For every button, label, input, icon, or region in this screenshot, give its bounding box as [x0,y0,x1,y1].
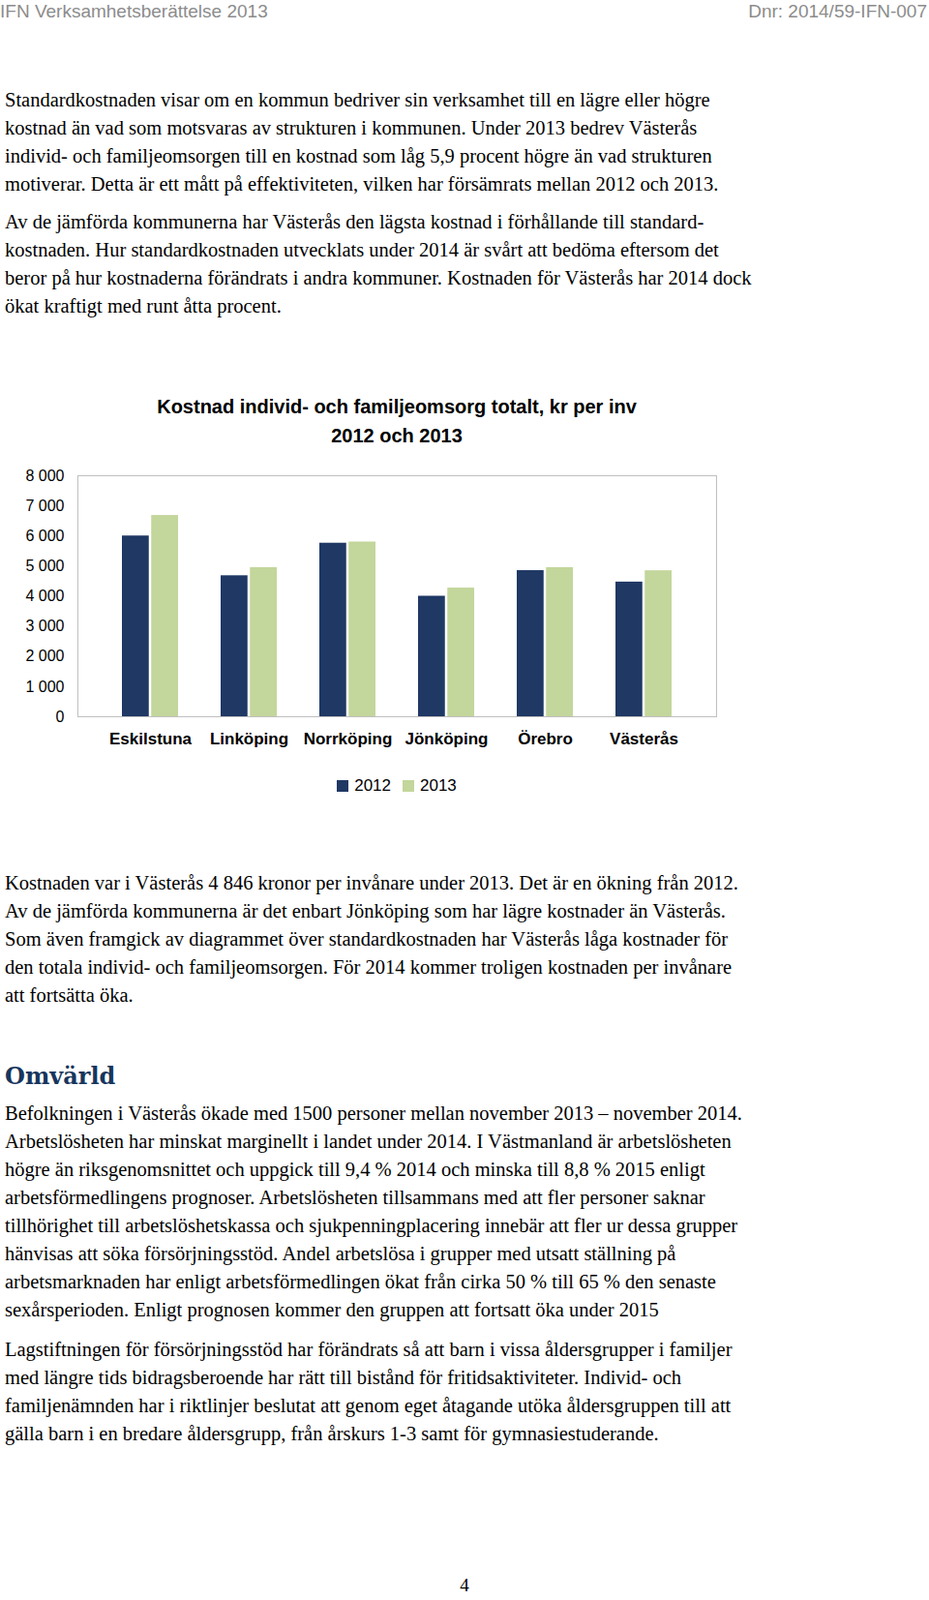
html-text:sexårsperioden. Enligt prognos: sexårsperioden. Enligt prognosen kommer … [4,1298,659,1320]
html-text:IFN Verksamhetsberättelse 2013: IFN Verksamhetsberättelse 2013 [0,0,268,22]
svg-text:2 000: 2 000 [25,647,64,664]
html-text:Befolkningen i Västerås ökade: Befolkningen i Västerås ökade med 1500 p… [4,1102,743,1124]
svg-text:8 000: 8 000 [25,467,64,484]
svg-text:Västerås: Västerås [609,729,679,749]
html-text:Standardkostnaden visar om en: Standardkostnaden visar om en kommun bed… [4,89,711,111]
svg-text:5 000: 5 000 [25,557,64,574]
svg-text:0: 0 [56,708,65,725]
html-text:gälla barn i en bredare ålders: gälla barn i en bredare åldersgrupp, frå… [4,1422,659,1444]
html-text:ökat kraftigt med runt åtta pr: ökat kraftigt med runt åtta procent. [4,295,282,317]
html-text:2012: 2012 [354,776,391,795]
html-text:4: 4 [459,1574,470,1595]
html-text:högre än riksgenomsnittet och: högre än riksgenomsnittet och uppgick ti… [4,1158,706,1180]
svg-text:Norrköping: Norrköping [303,729,393,749]
html-text:Av de jämförda kommunerna har: Av de jämförda kommunerna har Västerås d… [4,210,704,233]
html-text:Kostnad individ- och familjeom: Kostnad individ- och familjeomsorg total… [156,395,637,418]
svg-text:7 000: 7 000 [25,497,64,514]
html-text:Kostnaden var i Västerås 4 846: Kostnaden var i Västerås 4 846 kronor pe… [4,871,739,894]
html-text:kostnaden. Hur standardkostnad: kostnaden. Hur standardkostnaden utveckl… [4,239,719,261]
svg-text:Linköping: Linköping [209,729,289,749]
html-text:Som även framgick av diagramme: Som även framgick av diagrammet över sta… [4,928,728,950]
html-text:kostnad än vad som motsvaras a: kostnad än vad som motsvaras av struktur… [4,117,698,139]
html-text:Arbetslösheten har minskat mar: Arbetslösheten har minskat marginellt i … [4,1130,732,1152]
html-text:arbetsförmedlingens prognoser.: arbetsförmedlingens prognoser. Arbetslös… [4,1186,706,1208]
html-text:arbetsmarknaden har enligt arb: arbetsmarknaden har enligt arbetsförmedl… [4,1270,717,1292]
html-text:Dnr: 2014/59-IFN-007: Dnr: 2014/59-IFN-007 [748,0,928,22]
html-text:Av de jämförda kommunerna är d: Av de jämförda kommunerna är det enbart … [4,899,726,922]
html-text:tillhörighet till arbetslöshet: tillhörighet till arbetslöshetskassa och… [4,1214,738,1236]
html-text:individ- och familjeomsorgen t: individ- och familjeomsorgen till en kos… [4,145,712,167]
html-text:2013: 2013 [419,776,457,795]
svg-text:Eskilstuna: Eskilstuna [109,729,193,749]
html-text:beror på hur kostnaderna förän: beror på hur kostnaderna förändrats i an… [4,267,752,289]
svg-text:6 000: 6 000 [25,527,64,544]
html-text:Omvärld: Omvärld [4,1061,116,1090]
html-text:med längre tids bidragsberoend: med längre tids bidragsberoende har rätt… [4,1366,682,1388]
svg-text:Jönköping: Jönköping [405,729,489,749]
html-text:att fortsätta öka.: att fortsätta öka. [4,984,134,1006]
html-text:2012 och 2013: 2012 och 2013 [331,424,463,447]
html-text:hänvisas att söka försörjnings: hänvisas att söka försörjningsstöd. Ande… [4,1242,676,1264]
html-text:Lagstiftningen för försörjning: Lagstiftningen för försörjningsstöd har … [4,1338,733,1360]
svg-text:3 000: 3 000 [25,617,64,634]
svg-text:4 000: 4 000 [25,587,64,604]
html-text:den totala individ- och familj: den totala individ- och familjeomsorgen.… [4,956,732,978]
svg-text:Örebro: Örebro [517,729,573,749]
html-text:familjenämnden har i riktlinje: familjenämnden har i riktlinjer beslutat… [4,1394,731,1416]
html-text:motiverar. Detta är ett mått p: motiverar. Detta är ett mått på effektiv… [4,173,719,195]
svg-text:1 000: 1 000 [25,677,64,694]
